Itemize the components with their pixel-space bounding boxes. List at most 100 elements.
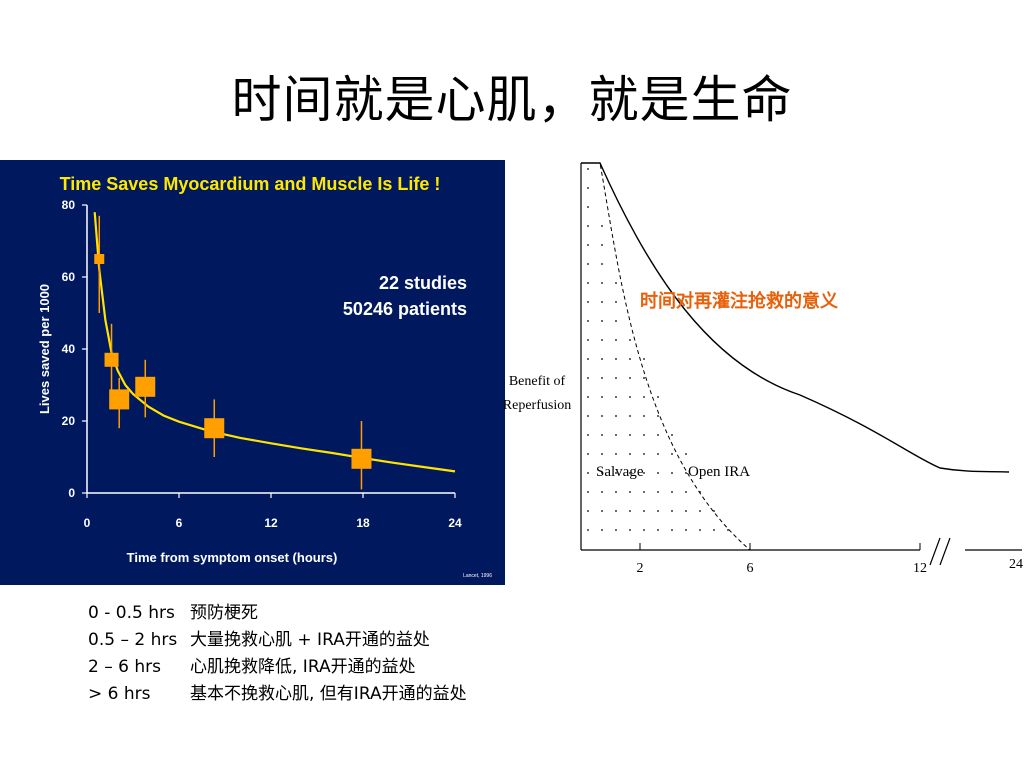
note-text: 大量挽救心肌 + IRA开通的益处 <box>190 630 430 650</box>
salvage-dot <box>615 472 617 474</box>
x-ticks: 0 6 12 18 24 <box>84 493 462 530</box>
data-points <box>94 215 372 490</box>
data-point <box>94 254 105 264</box>
salvage-dot <box>699 510 701 512</box>
annotation-studies: 22 studies <box>379 273 467 293</box>
data-point <box>104 352 119 367</box>
salvage-dot <box>685 453 687 455</box>
salvage-dot <box>587 244 589 246</box>
salvage-dot <box>629 415 631 417</box>
x-tick-label: 18 <box>356 516 370 530</box>
salvage-dot <box>643 491 645 493</box>
salvage-dot <box>587 263 589 265</box>
salvage-dot <box>601 510 603 512</box>
footnote: Lancet, 1996 <box>463 573 492 579</box>
salvage-dot <box>587 168 589 170</box>
salvage-dot <box>615 396 617 398</box>
salvage-dot <box>657 491 659 493</box>
axis-break-mark-2 <box>939 537 951 566</box>
salvage-dot <box>601 358 603 360</box>
salvage-dot <box>601 453 603 455</box>
y-axis-label: Lives saved per 1000 <box>37 284 52 414</box>
salvage-dot <box>587 529 589 531</box>
salvage-dot <box>671 472 673 474</box>
salvage-dot <box>587 434 589 436</box>
salvage-dot <box>615 301 617 303</box>
y-axis-label-line1: Benefit of <box>509 374 566 389</box>
x-tick-label: 24 <box>1009 557 1023 572</box>
x-tick-label: 6 <box>176 516 183 530</box>
lives-saved-chart: Time Saves Myocardium and Muscle Is Life… <box>0 160 505 585</box>
salvage-dot <box>587 301 589 303</box>
salvage-dot <box>657 472 659 474</box>
data-point <box>204 418 225 439</box>
salvage-dot <box>601 415 603 417</box>
salvage-dot <box>629 396 631 398</box>
salvage-dot <box>629 472 631 474</box>
salvage-dot <box>699 529 701 531</box>
note-text: 心肌挽救降低, IRA开通的益处 <box>190 657 416 677</box>
x-tick-label: 24 <box>448 516 462 530</box>
note-range: 0.5 – 2 hrs <box>88 630 178 650</box>
salvage-dot <box>657 396 659 398</box>
salvage-dot <box>601 301 603 303</box>
salvage-dot <box>671 453 673 455</box>
salvage-dot <box>657 434 659 436</box>
salvage-dot <box>615 491 617 493</box>
salvage-dot <box>643 415 645 417</box>
salvage-dot <box>643 434 645 436</box>
salvage-dot <box>587 320 589 322</box>
time-window-notes: 0 - 0.5 hrs 预防梗死 0.5 – 2 hrs 大量挽救心肌 + IR… <box>88 600 467 708</box>
note-text: 基本不挽救心肌, 但有IRA开通的益处 <box>190 684 467 704</box>
salvage-dot <box>685 510 687 512</box>
salvage-dot <box>615 377 617 379</box>
salvage-dot <box>587 377 589 379</box>
note-range: 2 – 6 hrs <box>88 657 161 677</box>
salvage-dot <box>685 472 687 474</box>
x-tick-label: 6 <box>747 561 754 576</box>
salvage-dot <box>643 358 645 360</box>
salvage-dot <box>615 453 617 455</box>
salvage-dot <box>629 510 631 512</box>
data-point <box>135 376 156 397</box>
x-tick-label: 12 <box>913 561 927 576</box>
note-row: 0.5 – 2 hrs 大量挽救心肌 + IRA开通的益处 <box>88 627 467 654</box>
salvage-dot <box>601 225 603 227</box>
chart-background <box>0 160 505 585</box>
note-row: > 6 hrs 基本不挽救心肌, 但有IRA开通的益处 <box>88 681 467 708</box>
y-ticks: 0 20 40 60 80 <box>62 198 87 500</box>
note-range: > 6 hrs <box>88 684 151 704</box>
salvage-dot <box>601 263 603 265</box>
reperfusion-benefit-chart: 2 6 12 24 Benefit of Reperfusion Salvage Op… <box>503 162 1023 576</box>
x-tick-label: 2 <box>637 561 644 576</box>
open-ira-label: Open IRA <box>688 464 750 480</box>
chart-annotation-title: 时间对再灌注抢救的意义 <box>640 290 838 312</box>
salvage-dot <box>615 320 617 322</box>
salvage-dot <box>671 510 673 512</box>
salvage-dot <box>615 415 617 417</box>
y-tick-label: 20 <box>62 414 76 428</box>
salvage-dot <box>713 529 715 531</box>
salvage-dot <box>601 472 603 474</box>
salvage-dot <box>629 358 631 360</box>
salvage-dot <box>601 396 603 398</box>
salvage-dot <box>685 491 687 493</box>
salvage-dot <box>629 491 631 493</box>
salvage-dot <box>587 358 589 360</box>
salvage-dot <box>601 339 603 341</box>
salvage-dot <box>587 510 589 512</box>
salvage-dot <box>615 510 617 512</box>
salvage-dot <box>587 339 589 341</box>
salvage-dot <box>643 453 645 455</box>
salvage-dot <box>601 491 603 493</box>
salvage-dot <box>727 529 729 531</box>
salvage-dot <box>643 472 645 474</box>
salvage-dot <box>685 529 687 531</box>
salvage-dot <box>587 415 589 417</box>
salvage-dot <box>587 491 589 493</box>
salvage-dot <box>587 225 589 227</box>
y-tick-label: 60 <box>62 270 76 284</box>
note-row: 2 – 6 hrs 心肌挽救降低, IRA开通的益处 <box>88 654 467 681</box>
salvage-dot <box>657 510 659 512</box>
salvage-dot <box>601 244 603 246</box>
